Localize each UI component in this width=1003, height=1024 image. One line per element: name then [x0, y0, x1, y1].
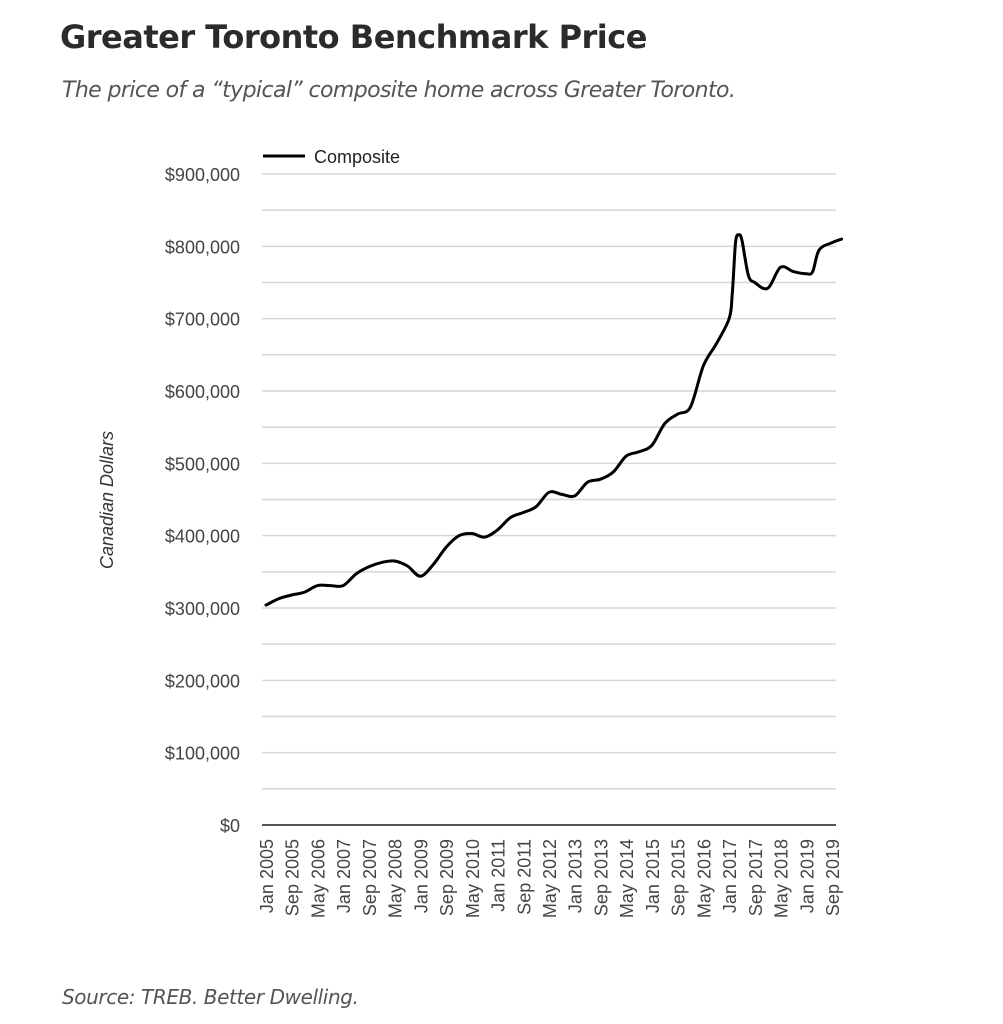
series-line-composite [264, 233, 844, 607]
x-tick-label: May 2012 [540, 839, 560, 918]
x-tick-label: Jan 2005 [257, 839, 277, 913]
y-tick-label: $500,000 [165, 454, 240, 474]
x-tick-label: May 2008 [386, 839, 406, 918]
x-tick-label: May 2006 [308, 839, 328, 918]
y-tick-label: $600,000 [165, 382, 240, 402]
chart-title: Greater Toronto Benchmark Price [60, 18, 647, 56]
x-tick-label: May 2010 [463, 839, 483, 918]
y-tick-label: $100,000 [165, 744, 240, 764]
x-tick-label: Sep 2015 [669, 839, 689, 916]
x-tick-label: Sep 2019 [823, 839, 843, 916]
x-tick-label: May 2016 [694, 839, 714, 918]
y-tick-label: $400,000 [165, 527, 240, 547]
x-tick-label: Sep 2017 [746, 839, 766, 916]
y-tick-label: $700,000 [165, 310, 240, 330]
gridlines [262, 173, 836, 826]
y-axis-label: Canadian Dollars [97, 431, 117, 569]
x-tick-label: Sep 2009 [437, 839, 457, 916]
x-tick-label: Sep 2005 [283, 839, 303, 916]
legend-label-composite: Composite [314, 147, 400, 167]
x-tick-label: Jan 2013 [566, 839, 586, 913]
x-tick-label: May 2014 [617, 839, 637, 918]
x-tick-label: Jan 2017 [720, 839, 740, 913]
y-tick-label: $200,000 [165, 671, 240, 691]
x-tick-label: Sep 2007 [360, 839, 380, 916]
legend: Composite [263, 147, 400, 167]
x-tick-label: Sep 2013 [591, 839, 611, 916]
x-tick-label: Jan 2007 [334, 839, 354, 913]
source-note: Source: TREB. Better Dwelling. [62, 985, 359, 1009]
x-tick-label: May 2018 [772, 839, 792, 918]
x-tick-label: Jan 2015 [643, 839, 663, 913]
x-axis-ticks: Jan 2005 Sep 2005 May 2006 Jan 2007 Sep 2007… [257, 839, 843, 918]
chart-subtitle: The price of a “typical” composite home … [62, 78, 736, 103]
x-tick-label: Sep 2011 [514, 839, 534, 915]
x-tick-label: Jan 2009 [411, 839, 431, 913]
series-group [264, 233, 844, 607]
y-tick-label: $800,000 [165, 237, 240, 257]
y-axis-ticks: $0 $100,000 $200,000 $300,000 $400,000 $500,0… [165, 165, 240, 836]
y-tick-label: $900,000 [165, 165, 240, 185]
y-tick-label: $300,000 [165, 599, 240, 619]
x-tick-label: Jan 2019 [797, 839, 817, 913]
y-tick-label: $0 [220, 816, 240, 836]
x-tick-label: Jan 2011 [489, 839, 509, 912]
